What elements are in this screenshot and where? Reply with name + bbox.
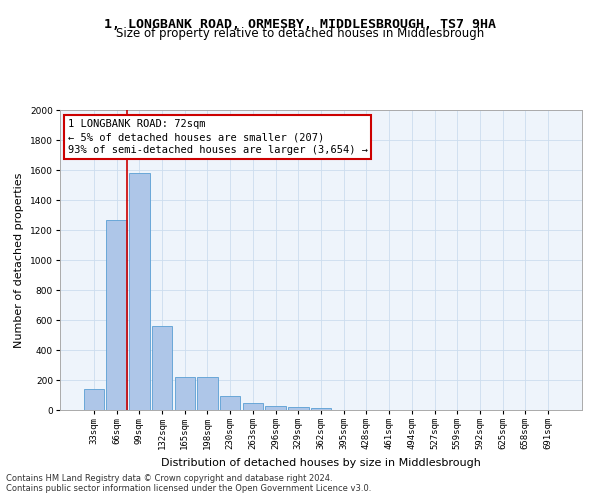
Bar (175, 377, 195, 410)
Text: Size of property relative to detached houses in Middlesbrough: Size of property relative to detached ho… (116, 28, 484, 40)
Text: 1, LONGBANK ROAD, ORMESBY, MIDDLESBROUGH, TS7 9HA: 1, LONGBANK ROAD, ORMESBY, MIDDLESBROUGH… (104, 18, 496, 30)
Bar (288, 408, 308, 410)
Bar (242, 402, 263, 410)
Y-axis label: Number of detached properties: Number of detached properties (14, 172, 25, 348)
Bar (311, 408, 331, 410)
Bar (152, 326, 172, 410)
Text: Contains HM Land Registry data © Crown copyright and database right 2024.: Contains HM Land Registry data © Crown c… (6, 474, 332, 483)
Text: 1 LONGBANK ROAD: 72sqm
← 5% of detached houses are smaller (207)
93% of semi-det: 1 LONGBANK ROAD: 72sqm ← 5% of detached … (68, 119, 368, 156)
Bar (197, 377, 218, 410)
Bar (106, 220, 127, 410)
Text: Contains public sector information licensed under the Open Government Licence v3: Contains public sector information licen… (6, 484, 371, 493)
Bar (129, 173, 149, 410)
X-axis label: Distribution of detached houses by size in Middlesbrough: Distribution of detached houses by size … (161, 458, 481, 468)
Bar (220, 396, 241, 410)
Bar (84, 389, 104, 410)
Bar (265, 406, 286, 410)
